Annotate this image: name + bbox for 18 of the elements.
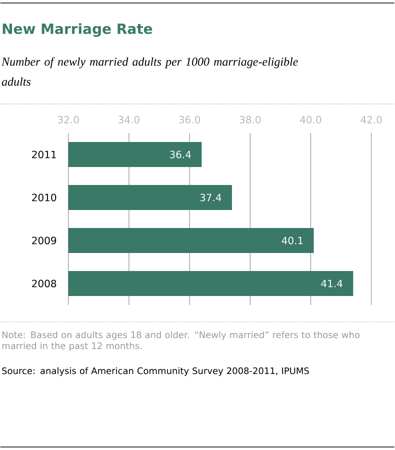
data-label: 36.4 <box>170 150 192 158</box>
x-tick-label: 36.0 <box>179 116 200 124</box>
x-tick-label: 38.0 <box>240 116 261 124</box>
x-tick-label: 34.0 <box>118 116 140 124</box>
y-tick-label: 2008 <box>32 280 56 288</box>
y-tick-label: 2010 <box>32 194 56 202</box>
data-label: 37.4 <box>200 194 222 202</box>
x-tick-label: 42.0 <box>360 116 382 124</box>
data-label: 41.4 <box>321 280 343 288</box>
chart-title: New Marriage Rate <box>2 23 152 37</box>
data-label: 40.1 <box>282 236 303 244</box>
text: Note: Based on adults ages 18 and older. “Newly married” refers to those who married in the past 12 months. <box>2 331 360 351</box>
x-tick-label: 32.0 <box>58 116 79 124</box>
y-tick-label: 2011 <box>32 150 56 158</box>
y-tick-label: 2009 <box>32 236 56 244</box>
chart-subtitle: Number of newly married adults per 1000 marriage-eligible adults <box>2 57 298 86</box>
x-tick-label: 40.0 <box>300 116 322 124</box>
source-note: Source: analysis of American Community Survey 2008-2011, IPUMS <box>2 367 310 376</box>
